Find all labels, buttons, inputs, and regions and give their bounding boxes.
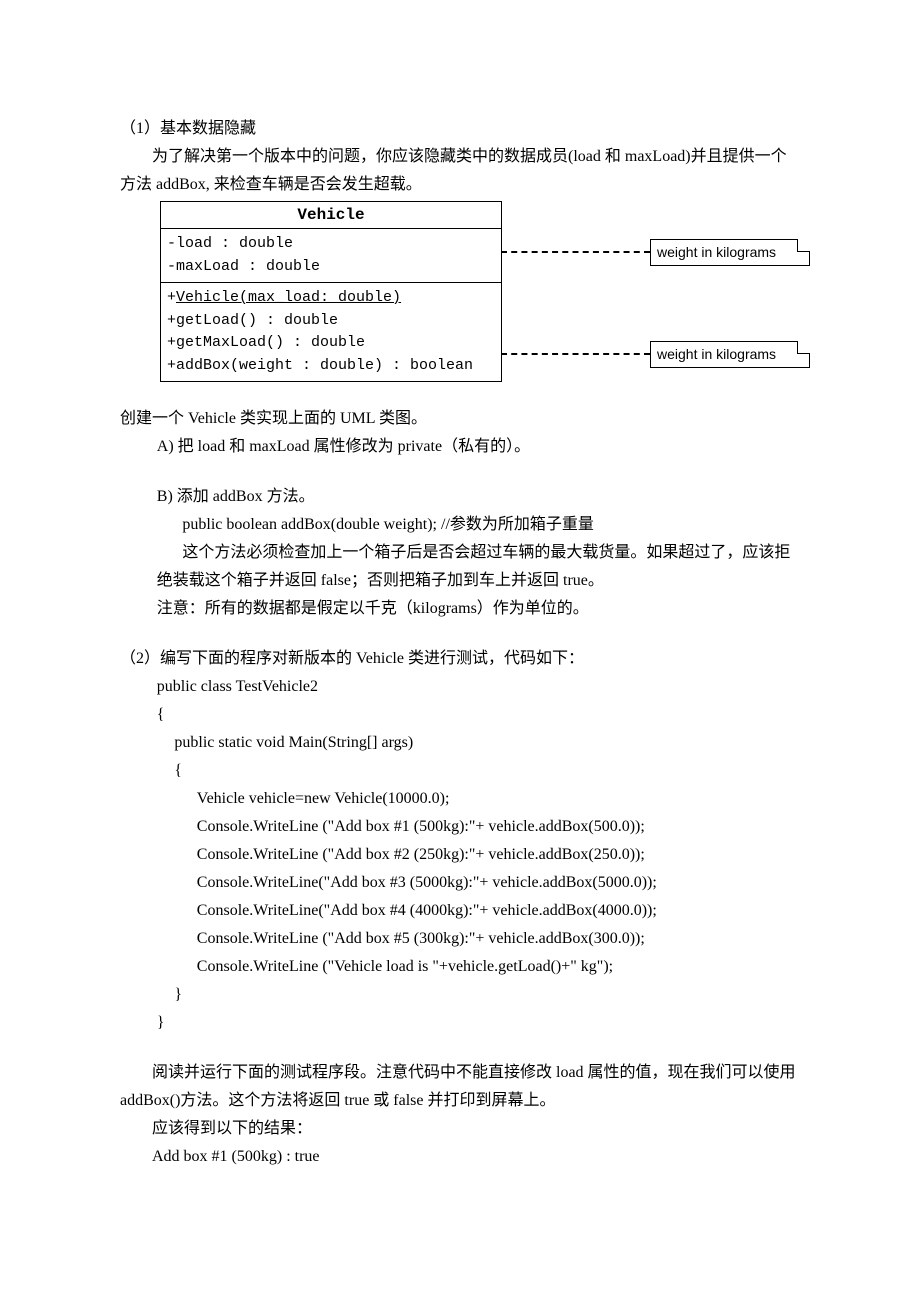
code-line-1: public class TestVehicle2 [120,673,800,701]
run-instruction-text: 阅读并运行下面的测试程序段。注意代码中不能直接修改 load 属性的值，现在我们… [120,1064,796,1109]
step-b-desc-text: 这个方法必须检查加上一个箱子后是否会超过车辆的最大载货量。如果超过了，应该拒绝装… [157,544,791,589]
expected-result-1: Add box #1 (500kg) : true [120,1143,800,1171]
create-class-instruction: 创建一个 Vehicle 类实现上面的 UML 类图。 [120,405,800,433]
uml-connector-2 [501,353,650,355]
code-line-7: Console.WriteLine ("Add box #2 (250kg):"… [120,841,800,869]
uml-attr-maxload: -maxLoad : double [167,256,495,279]
code-line-8: Console.WriteLine("Add box #3 (5000kg):"… [120,869,800,897]
uml-op-getload: +getLoad() : double [167,310,495,333]
code-line-2: { [120,701,800,729]
uml-attr-load: -load : double [167,233,495,256]
uml-attributes-section: -load : double -maxLoad : double [161,229,501,283]
section-1-heading: （1）基本数据隐藏 [120,115,800,143]
uml-class-name: Vehicle [161,202,501,229]
document-page: （1）基本数据隐藏 为了解决第一个版本中的问题，你应该隐藏类中的数据成员(loa… [0,0,920,1300]
note-fold-icon [797,239,810,252]
step-b-heading: B) 添加 addBox 方法。 [120,483,800,511]
step-b-desc: 这个方法必须检查加上一个箱子后是否会超过车辆的最大载货量。如果超过了，应该拒绝装… [120,539,800,595]
spacer [120,461,800,483]
uml-operations-section: +Vehicle(max_load: double) +getLoad() : … [161,283,501,381]
code-line-10: Console.WriteLine ("Add box #5 (300kg):"… [120,925,800,953]
section-2-heading: （2）编写下面的程序对新版本的 Vehicle 类进行测试，代码如下： [120,645,800,673]
uml-note-1: weight in kilograms [650,239,810,266]
spacer [120,623,800,645]
step-b-note: 注意：所有的数据都是假定以千克（kilograms）作为单位的。 [120,595,800,623]
code-line-11: Console.WriteLine ("Vehicle load is "+ve… [120,953,800,981]
uml-note-2: weight in kilograms [650,341,810,368]
code-line-5: Vehicle vehicle=new Vehicle(10000.0); [120,785,800,813]
section-1-intro-text: 为了解决第一个版本中的问题，你应该隐藏类中的数据成员(load 和 maxLoa… [120,148,787,193]
code-line-6: Console.WriteLine ("Add box #1 (500kg):"… [120,813,800,841]
uml-diagram-area: Vehicle -load : double -maxLoad : double… [160,201,800,401]
code-line-3: public static void Main(String[] args) [120,729,800,757]
spacer [120,1037,800,1059]
uml-connector-1 [501,251,650,253]
uml-op-constructor-text: Vehicle(max_load: double) [176,289,401,306]
code-line-12: } [120,981,800,1009]
run-instruction: 阅读并运行下面的测试程序段。注意代码中不能直接修改 load 属性的值，现在我们… [120,1059,800,1115]
step-a: A) 把 load 和 maxLoad 属性修改为 private（私有的）。 [120,433,800,461]
code-line-13: } [120,1009,800,1037]
uml-class-box: Vehicle -load : double -maxLoad : double… [160,201,502,382]
uml-op-constructor: +Vehicle(max_load: double) [167,287,495,310]
code-line-4: { [120,757,800,785]
uml-op-addbox: +addBox(weight : double) : boolean [167,355,495,378]
step-b-signature: public boolean addBox(double weight); //… [120,511,800,539]
uml-op-getmaxload: +getMaxLoad() : double [167,332,495,355]
uml-note-1-text: weight in kilograms [657,244,776,260]
code-line-9: Console.WriteLine("Add box #4 (4000kg):"… [120,897,800,925]
uml-note-2-text: weight in kilograms [657,346,776,362]
section-1-intro: 为了解决第一个版本中的问题，你应该隐藏类中的数据成员(load 和 maxLoa… [120,143,800,199]
expected-results-heading: 应该得到以下的结果： [120,1115,800,1143]
note-fold-icon [797,341,810,354]
